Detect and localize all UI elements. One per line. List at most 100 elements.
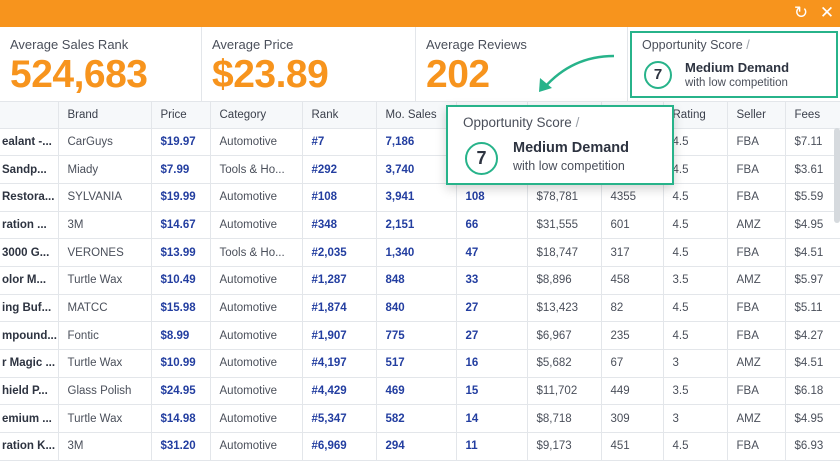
table-row[interactable]: ealant -... CarGuys $19.97 Automotive #7 7,18… [0,128,840,157]
cell-title: ing Buf... [0,294,59,323]
cell-price: $24.95 [151,377,211,406]
cell-brand: Fontic [58,321,152,350]
cell-seller: FBA [727,238,786,267]
cell-review-count: 82 [601,294,664,323]
cell-fees: $4.51 [785,238,840,267]
cell-mo-sales: 582 [376,404,457,434]
column-header-seller[interactable]: Seller [727,102,786,129]
table-row[interactable]: ration ... 3M $14.67 Automotive #348 2,151 66 $… [0,211,840,240]
cell-mo-sales: 469 [376,377,457,406]
cell-price: $13.99 [151,238,211,267]
cell-fees: $3.61 [785,155,840,184]
cell-mo-sales: 3,740 [376,155,457,184]
column-header-rank[interactable]: Rank [302,102,377,129]
cell-title: olor M... [0,266,59,295]
cell-rank: #5,347 [302,404,377,434]
table-row[interactable]: hield P... Glass Polish $24.95 Automotive #4… [0,377,840,406]
opportunity-score-popup: Opportunity Score / 7 Medium Demand with… [446,105,674,185]
cell-rank: #7 [302,128,377,157]
cell-review-count: 4355 [601,183,664,212]
cell-review-count: 449 [601,377,664,406]
close-icon[interactable]: ✕ [819,3,835,22]
cell-rank: #1,907 [302,321,377,350]
cell-seller: FBA [727,155,786,184]
cell-seller: AMZ [727,404,786,434]
cell-rank: #1,874 [302,294,377,323]
cell-fees: $6.93 [785,432,840,461]
cell-mo-sales: 517 [376,349,457,378]
column-header-mo-sales[interactable]: Mo. Sales [376,102,457,129]
stat-label: Average Sales Rank [10,37,129,52]
cell-title: Sandp... [0,155,59,184]
cell-review-count: 67 [601,349,664,378]
cell-category: Automotive [210,128,303,157]
cell-fees: $7.11 [785,128,840,157]
table-row[interactable]: 3000 G... VERONES $13.99 Tools & Ho... #2,03… [0,238,840,267]
cell-fees: $6.18 [785,377,840,406]
cell-price: $8.99 [151,321,211,350]
cell-rank: #292 [302,155,377,184]
table-row[interactable]: emium ... Turtle Wax $14.98 Automotive #5,34… [0,404,840,434]
cell-seller: FBA [727,128,786,157]
cell-seller: AMZ [727,211,786,240]
competition-label: with low competition [513,159,625,173]
cell-reviews: 108 [456,183,528,212]
stat-label: Average Reviews [426,37,527,52]
table-row[interactable]: ing Buf... MATCC $15.98 Automotive #1,874 840… [0,294,840,323]
stat-value: 524,683 [10,53,148,96]
column-header-price[interactable]: Price [151,102,211,129]
cell-reviews: 16 [456,349,528,378]
cell-rank: #6,969 [302,432,377,461]
column-header-brand[interactable]: Brand [58,102,152,129]
table-row[interactable]: Sandp... Miady $7.99 Tools & Ho... #292 3,740… [0,155,840,184]
stat-average-sales-rank: Average Sales Rank 524,683 [0,27,202,101]
cell-revenue: $8,896 [527,266,602,295]
column-header-title[interactable] [0,102,59,129]
cell-reviews: 27 [456,321,528,350]
table-row[interactable]: ration K... 3M $31.20 Automotive #6,969 294 11… [0,432,840,461]
cell-title: 3000 G... [0,238,59,267]
cell-rank: #4,197 [302,349,377,378]
cell-seller: FBA [727,294,786,323]
cell-brand: 3M [58,432,152,461]
cell-brand: Turtle Wax [58,349,152,378]
cell-rating: 4.5 [663,211,728,240]
stat-average-reviews: Average Reviews 202 [416,27,628,101]
cell-review-count: 458 [601,266,664,295]
cell-revenue: $9,173 [527,432,602,461]
cell-reviews: 47 [456,238,528,267]
table-row[interactable]: Restora... SYLVANIA $19.99 Automotive #108 3,… [0,183,840,212]
cell-fees: $4.95 [785,404,840,434]
cell-review-count: 309 [601,404,664,434]
callout-arrow [539,54,615,92]
cell-brand: Turtle Wax [58,266,152,295]
products-table: Brand Price Category Rank Mo. Sales Rati… [0,102,840,461]
stat-label: Average Price [212,37,294,52]
cell-brand: VERONES [58,238,152,267]
cell-brand: Glass Polish [58,377,152,406]
opportunity-score-card[interactable]: Opportunity Score / 7 Medium Demand with… [630,31,838,98]
column-header-fees[interactable]: Fees [785,102,840,129]
cell-brand: SYLVANIA [58,183,152,212]
cell-price: $14.67 [151,211,211,240]
cell-title: r Magic ... [0,349,59,378]
cell-seller: FBA [727,321,786,350]
cell-review-count: 235 [601,321,664,350]
cell-rating: 4.5 [663,183,728,212]
column-header-category[interactable]: Category [210,102,303,129]
cell-category: Automotive [210,432,303,461]
table-row[interactable]: mpound... Fontic $8.99 Automotive #1,907 775 2… [0,321,840,350]
cell-rank: #108 [302,183,377,212]
refresh-icon[interactable]: ↻ [793,3,809,22]
cell-brand: 3M [58,211,152,240]
cell-rank: #348 [302,211,377,240]
table-row[interactable]: r Magic ... Turtle Wax $10.99 Automotive #4,… [0,349,840,378]
cell-brand: MATCC [58,294,152,323]
vertical-scrollbar[interactable] [834,128,840,223]
table-row[interactable]: olor M... Turtle Wax $10.49 Automotive #1,28… [0,266,840,295]
cell-rating: 4.5 [663,294,728,323]
cell-title: ration ... [0,211,59,240]
opportunity-title: Opportunity Score / [463,115,580,130]
cell-revenue: $5,682 [527,349,602,378]
score-circle: 7 [465,142,498,175]
